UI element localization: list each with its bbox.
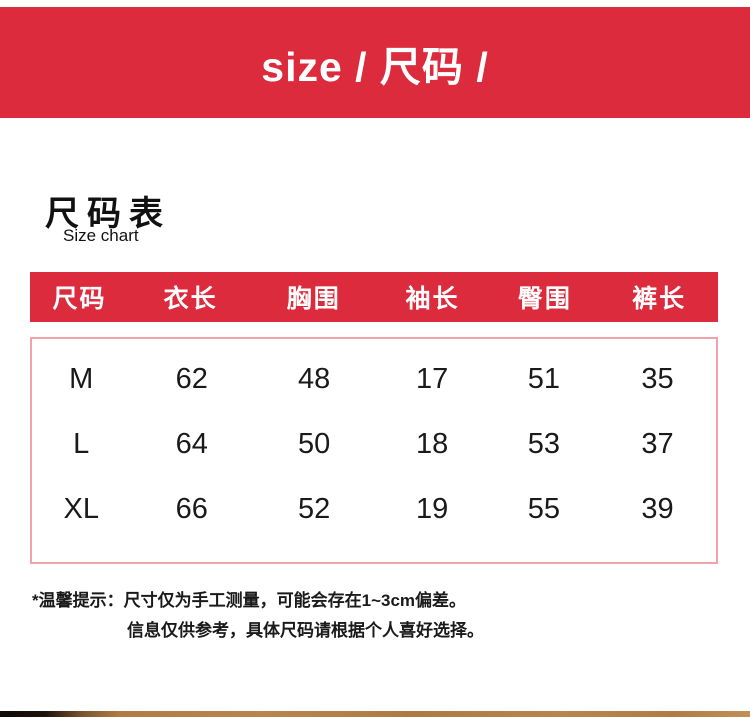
column-header-garment-length: 衣长 [163,285,218,313]
table-cell: 64 [175,428,208,460]
disclaimer-line-1: *温馨提示：尺寸仅为手工测量，可能会存在1~3cm偏差。 [32,591,467,610]
disclaimer-line-2: 信息仅供参考，具体尺码请根据个人喜好选择。 [127,621,484,640]
size-chart-title-zh: 尺码表 [45,195,171,233]
table-row-xl: XL 66 52 19 55 39 [32,477,716,542]
table-cell: 52 [297,493,331,525]
column-header-hip: 臀围 [517,285,572,313]
table-cell-size: XL [63,493,99,525]
size-chart-title-en: Size chart [63,226,139,245]
column-header-size: 尺码 [52,285,107,313]
size-section-banner: size / 尺码 / [0,7,750,118]
table-cell: 35 [641,363,674,395]
size-table-header-row: 尺码 衣长 胸围 袖长 臀围 裤长 [30,272,718,322]
table-cell-size: L [73,428,90,460]
table-cell: 53 [527,428,561,460]
table-cell: 66 [175,493,208,525]
table-cell: 50 [297,428,331,460]
table-cell: 62 [175,363,208,395]
product-photo-edge [0,711,750,717]
table-cell: 17 [415,363,449,395]
table-cell: 48 [297,363,331,395]
table-cell: 51 [527,363,561,395]
table-row-m: M 62 48 17 51 35 [32,347,716,412]
measurement-disclaimer: *温馨提示：尺寸仅为手工测量，可能会存在1~3cm偏差。 信息仅供参考，具体尺码… [32,586,484,646]
table-cell: 55 [527,493,561,525]
table-row-l: L 64 50 18 53 37 [32,412,716,477]
table-cell-size: M [69,363,94,395]
column-header-pants-length: 裤长 [632,285,687,313]
banner-title: size / 尺码 / [261,43,489,90]
table-cell: 19 [415,493,449,525]
column-header-sleeve-length: 袖长 [405,285,460,313]
table-cell: 37 [641,428,674,460]
column-header-chest: 胸围 [286,285,341,313]
table-cell: 39 [641,493,674,525]
table-cell: 18 [415,428,449,460]
size-table-body: M 62 48 17 51 35 L 64 50 18 53 37 XL 66 … [30,337,718,564]
